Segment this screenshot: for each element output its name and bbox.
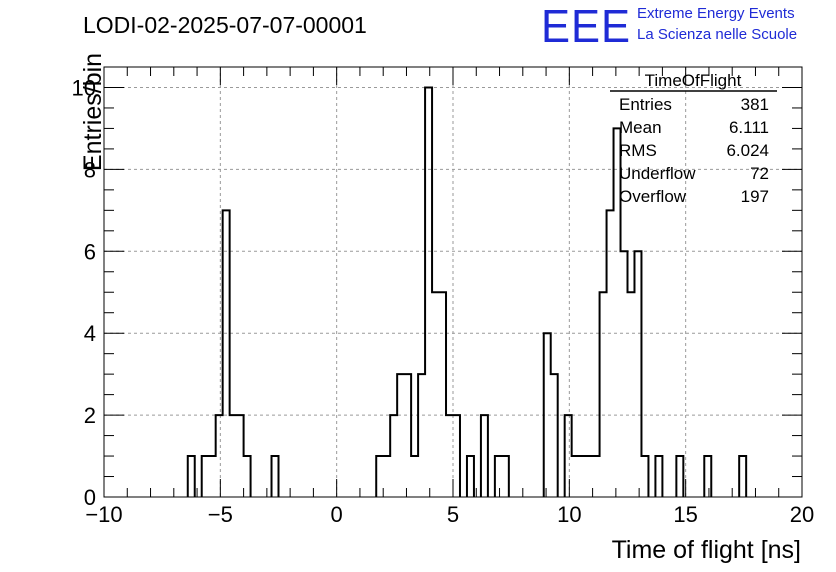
y-tick-label: 2	[84, 403, 96, 428]
stats-value: 6.111	[729, 118, 769, 137]
stats-value: 197	[741, 187, 769, 206]
axis-ticks	[103, 67, 803, 498]
logo-line-2: La Scienza nelle Scuole	[637, 26, 797, 43]
stats-rows: Entries 381 Mean 6.111 RMS 6.024 Underflow 72 Ov…	[619, 95, 769, 206]
x-tick-label: 15	[673, 502, 697, 527]
x-tick-label: −5	[208, 502, 233, 527]
stats-label: Mean	[619, 118, 662, 137]
y-tick-label: 4	[84, 321, 96, 346]
x-tick-label: 20	[790, 502, 814, 527]
histogram-step-line	[186, 86, 748, 497]
stats-label: Overflow	[619, 187, 687, 206]
run-title: LODI-02-2025-07-07-00001	[83, 12, 367, 38]
stats-value: 72	[750, 164, 769, 183]
stats-label: RMS	[619, 141, 657, 160]
y-tick-labels: 0 2 4 6 8 10	[72, 75, 96, 510]
y-axis-title: Entries/bin	[79, 53, 107, 171]
x-tick-label: 10	[557, 502, 581, 527]
x-tick-label: 0	[331, 502, 343, 527]
x-tick-label: 5	[447, 502, 459, 527]
stats-value: 381	[741, 95, 769, 114]
stats-label: Underflow	[619, 164, 696, 183]
eee-logo: EEE Extreme Energy Events La Scienza nel…	[541, 0, 797, 52]
logo-line-1: Extreme Energy Events	[637, 5, 795, 22]
y-tick-label: 10	[72, 75, 96, 100]
y-tick-label: 8	[84, 157, 96, 182]
x-tick-labels: −10 −5 0 5 10 15 20	[85, 502, 814, 527]
stats-box: TimeOfFlight Entries 381 Mean 6.111 RMS 6.024…	[610, 71, 777, 206]
y-tick-label: 6	[84, 239, 96, 264]
x-axis-title: Time of flight [ns]	[612, 536, 801, 564]
stats-value: 6.024	[726, 141, 769, 160]
x-tick-label: −10	[85, 502, 122, 527]
stats-title: TimeOfFlight	[645, 71, 742, 90]
stats-label: Entries	[619, 95, 672, 114]
y-tick-label: 0	[84, 485, 96, 510]
logo-text: EEE	[541, 0, 631, 52]
